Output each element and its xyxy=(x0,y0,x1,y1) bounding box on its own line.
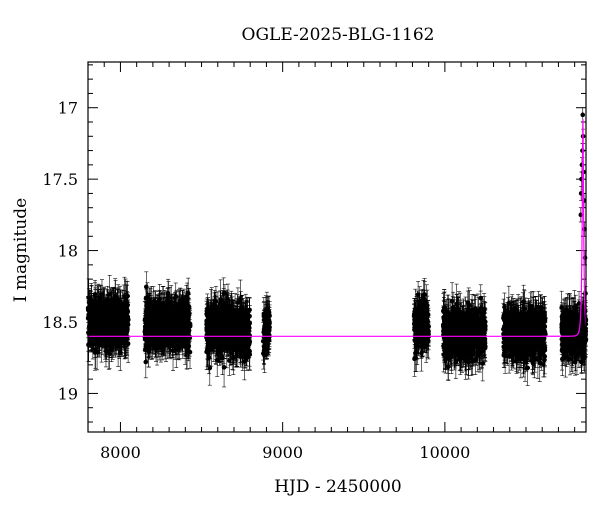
y-tick-label: 18 xyxy=(58,242,78,261)
data-point xyxy=(98,318,104,345)
x-tick-label: 8000 xyxy=(100,443,141,462)
axis-ticks: 8000 9000 10000 17 17.5 18 18.5 19 xyxy=(42,62,586,462)
y-tick-label: 19 xyxy=(58,384,78,403)
x-tick-label: 10000 xyxy=(419,443,470,462)
data-point xyxy=(112,308,117,339)
data-points xyxy=(85,107,589,388)
data-point xyxy=(95,283,101,322)
data-point xyxy=(105,301,111,336)
x-axis-label: HJD - 2450000 xyxy=(274,477,402,497)
data-point xyxy=(96,286,102,327)
plot-frame xyxy=(87,61,587,433)
data-point xyxy=(125,291,130,319)
data-point xyxy=(120,306,125,332)
chart-title: OGLE-2025-BLG-1162 xyxy=(242,25,435,45)
data-point xyxy=(116,305,121,330)
y-tick-label: 17 xyxy=(58,99,78,118)
data-point xyxy=(124,322,130,356)
y-tick-label: 17.5 xyxy=(42,170,78,189)
data-point xyxy=(117,334,123,371)
y-tick-label: 18.5 xyxy=(42,313,78,332)
data-point xyxy=(90,312,95,350)
y-axis-label: I magnitude xyxy=(11,198,31,302)
x-tick-label: 9000 xyxy=(262,443,303,462)
